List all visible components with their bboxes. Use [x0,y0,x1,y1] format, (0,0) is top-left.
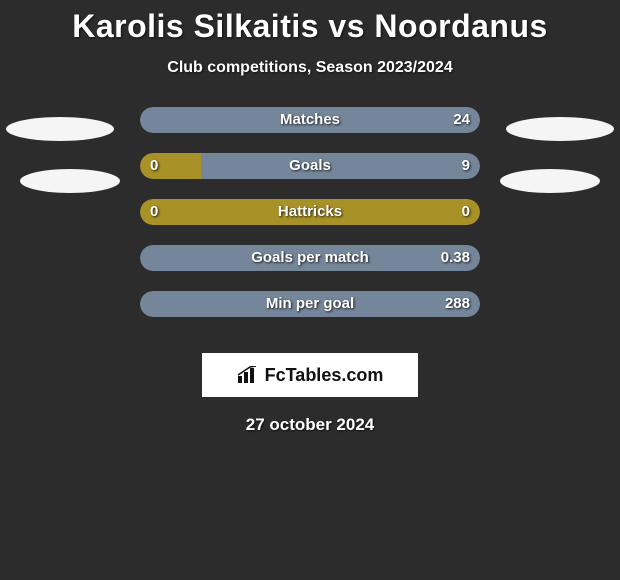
logo: FcTables.com [237,365,384,386]
comparison-chart: Matches 24 Goals 0 9 Hattricks 0 0 Goals per mat… [0,107,620,347]
bar-value-right: 0.38 [441,245,470,271]
bar-row: Hattricks 0 0 [140,199,480,225]
date: 27 october 2024 [0,415,620,435]
player-left-avatar-1 [6,117,114,141]
bar-value-right: 9 [462,153,470,179]
bar-label: Matches [280,107,340,133]
logo-text: FcTables.com [265,365,384,386]
player-right-avatar-2 [500,169,600,193]
bar-row: Min per goal 288 [140,291,480,317]
bar-label: Hattricks [278,199,342,225]
page-title: Karolis Silkaitis vs Noordanus [0,0,620,45]
bars-container: Matches 24 Goals 0 9 Hattricks 0 0 Goals per mat… [140,107,480,337]
bar-row: Goals 0 9 [140,153,480,179]
subtitle: Club competitions, Season 2023/2024 [0,59,620,77]
bar-value-right: 288 [445,291,470,317]
player-right-avatar-1 [506,117,614,141]
player-left-avatar-2 [20,169,120,193]
logo-box: FcTables.com [202,353,418,397]
bar-value-left: 0 [150,199,158,225]
bar-label: Goals [289,153,331,179]
bar-label: Min per goal [266,291,354,317]
bar-value-left: 0 [150,153,158,179]
logo-chart-icon [237,366,259,384]
bar-label: Goals per match [251,245,369,271]
bar-row: Goals per match 0.38 [140,245,480,271]
bar-value-right: 24 [453,107,470,133]
bar-value-right: 0 [462,199,470,225]
bar-row: Matches 24 [140,107,480,133]
